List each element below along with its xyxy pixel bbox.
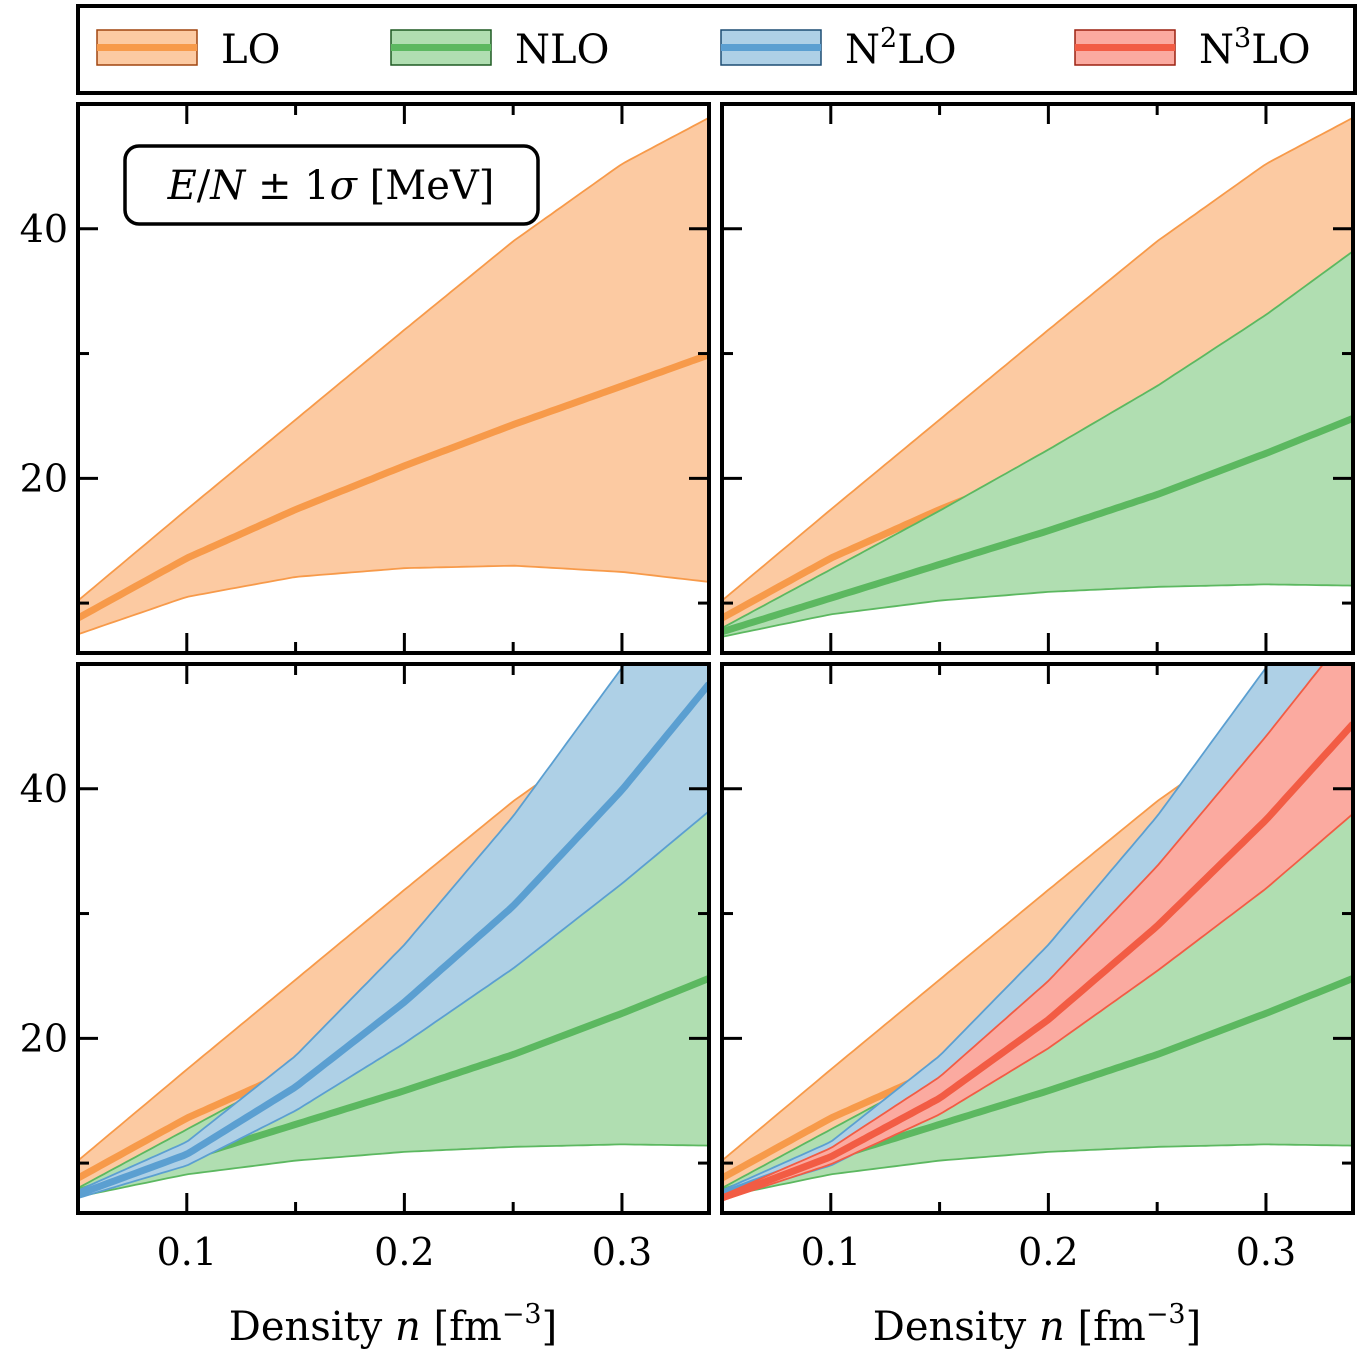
band-upper-nlo [722,250,1353,629]
x-axis-title-close: ] [542,1304,558,1350]
y-tick-label: 40 [20,207,68,251]
legend-label-n3lo: N3LO [1199,23,1311,73]
x-axis-title-close: ] [1186,1304,1202,1350]
legend-item-n2lo: N2LO [720,23,957,73]
band-lower-nlo [722,1143,1353,1198]
band-upper-lo [78,116,709,602]
band-lo [78,117,709,635]
legend-label-tail: LO [897,27,956,73]
plot-grid: 20 40 E/N ± 1σ [MeV] 20 40 0.1 0.2 0.3 0.1 0.2 0.3 [20,102,1355,1274]
x-tick-label: 0.2 [374,1230,434,1274]
band-upper-n2lo [722,664,1270,1192]
band-upper-lo [722,116,1353,602]
legend-item-nlo: NLO [390,27,609,73]
legend-label-lo: LO [221,27,280,73]
legend: LO NLO N2LO N3LO [76,4,1357,95]
x-tick-label: 0.2 [1018,1230,1078,1274]
annotation-part: / [197,163,211,209]
annotation-box: E/N ± 1σ [MeV] [123,144,540,226]
legend-label-base: N [1199,27,1234,73]
annotation-part: ± 1 [245,163,329,209]
x-axis-title-text: Density [229,1304,395,1350]
mean-line-nlo [722,415,1353,636]
annotation-part: σ [330,163,359,209]
annotation-part: E [167,163,197,209]
legend-label-base: NLO [515,27,609,73]
x-axis-title-var: n [1039,1304,1065,1350]
x-tick-label: 0.1 [157,1230,217,1274]
band-lower-n3lo [722,813,1353,1202]
x-axis-titles: Density n [fm−3] Density n [fm−3] [229,1299,1201,1350]
x-axis-title-exp: −3 [1146,1299,1186,1330]
annotation-part: [MeV] [357,163,494,209]
mean-line-n3lo [722,721,1353,1202]
band-nlo [78,811,709,1197]
x-axis-title-unit: [fm [1065,1304,1146,1350]
panel-lo: 20 40 E/N ± 1σ [MeV] [20,102,711,655]
x-tick-label: 0.3 [1236,1230,1296,1274]
plot-area [722,116,1353,638]
band-lower-n2lo [78,810,709,1199]
band-upper-n3lo [722,664,1325,1197]
band-nlo [722,811,1353,1197]
x-axis-title-left: Density n [fm−3] [229,1299,557,1350]
panel-frame [76,102,711,655]
panel-nlo [720,102,1355,655]
band-nlo [722,251,1353,637]
annotation-part: N [209,163,247,209]
y-tick-label: 40 [20,767,68,811]
legend-label-n2lo: N2LO [845,23,957,73]
band-n3lo [722,664,1353,1201]
x-axis-title-text: Density [873,1304,1039,1350]
annotation-label: E/N ± 1σ [MeV] [167,163,495,209]
legend-label-base: N [845,27,880,73]
mean-line-n2lo [78,681,709,1198]
band-n2lo [722,664,1353,1198]
legend-label-tail: LO [1251,27,1310,73]
x-axis-title-right: Density n [fm−3] [873,1299,1201,1350]
legend-label-base: LO [221,27,280,73]
y-tick-label: 20 [20,1016,68,1060]
legend-label-sup: 2 [880,23,897,54]
legend-label-sup: 3 [1234,23,1251,54]
legend-label-nlo: NLO [515,27,609,73]
legend-item-n3lo: N3LO [1074,23,1311,73]
mean-line-lo [78,351,709,622]
band-lower-lo [78,564,709,636]
panel-frame [720,102,1355,655]
legend-item-lo: LO [96,27,280,73]
panel-frame [720,662,1355,1215]
y-tick-label: 20 [20,456,68,500]
x-tick-label: 0.1 [801,1230,861,1274]
plot-area [722,664,1353,1202]
annotation-frame [123,144,540,226]
panel-n3lo: 0.1 0.2 0.3 [720,662,1355,1274]
band-lower-nlo [722,583,1353,638]
plot-area [78,116,709,636]
panel-n2lo: 20 40 0.1 0.2 0.3 [20,662,711,1274]
band-upper-n2lo [78,664,626,1192]
x-axis-title-var: n [395,1304,421,1350]
plot-area [78,664,709,1199]
panel-frame [76,662,711,1215]
band-lower-nlo [78,1143,709,1198]
x-tick-label: 0.3 [592,1230,652,1274]
band-n2lo [78,664,709,1198]
x-axis-title-exp: −3 [502,1299,542,1330]
x-axis-title-unit: [fm [421,1304,502,1350]
